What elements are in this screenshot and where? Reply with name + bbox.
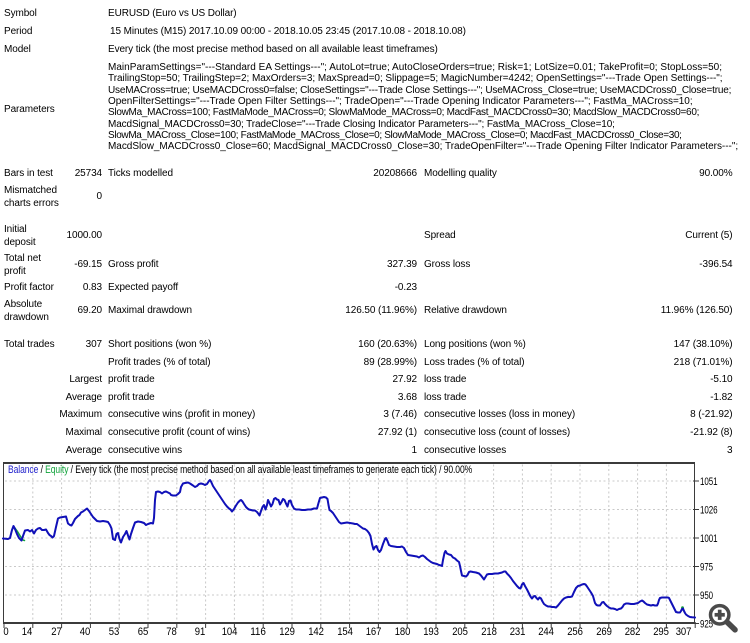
svg-text:0: 0 bbox=[3, 626, 8, 638]
svg-text:53: 53 bbox=[109, 626, 119, 638]
svg-text:256: 256 bbox=[567, 626, 583, 638]
svg-text:193: 193 bbox=[423, 626, 439, 638]
svg-text:307: 307 bbox=[676, 626, 692, 638]
svg-text:218: 218 bbox=[481, 626, 497, 638]
svg-text:129: 129 bbox=[279, 626, 295, 638]
svg-text:142: 142 bbox=[308, 626, 324, 638]
svg-text:154: 154 bbox=[337, 626, 353, 638]
svg-text:205: 205 bbox=[452, 626, 468, 638]
svg-text:1026: 1026 bbox=[700, 505, 718, 517]
svg-text:950: 950 bbox=[700, 590, 713, 602]
svg-text:65: 65 bbox=[138, 626, 148, 638]
svg-text:27: 27 bbox=[51, 626, 61, 638]
svg-text:1001: 1001 bbox=[700, 533, 718, 545]
svg-text:180: 180 bbox=[395, 626, 411, 638]
svg-text:104: 104 bbox=[222, 626, 238, 638]
svg-text:14: 14 bbox=[22, 626, 32, 638]
svg-text:1051: 1051 bbox=[700, 476, 718, 488]
svg-text:116: 116 bbox=[250, 626, 266, 638]
svg-text:40: 40 bbox=[80, 626, 90, 638]
svg-text:282: 282 bbox=[625, 626, 641, 638]
svg-text:91: 91 bbox=[195, 626, 205, 638]
svg-text:295: 295 bbox=[653, 626, 669, 638]
svg-text:244: 244 bbox=[538, 626, 554, 638]
svg-text:925: 925 bbox=[700, 619, 713, 631]
svg-text:167: 167 bbox=[366, 626, 382, 638]
svg-text:231: 231 bbox=[510, 626, 526, 638]
svg-text:78: 78 bbox=[166, 626, 176, 638]
svg-text:269: 269 bbox=[596, 626, 612, 638]
svg-text:975: 975 bbox=[700, 562, 713, 574]
